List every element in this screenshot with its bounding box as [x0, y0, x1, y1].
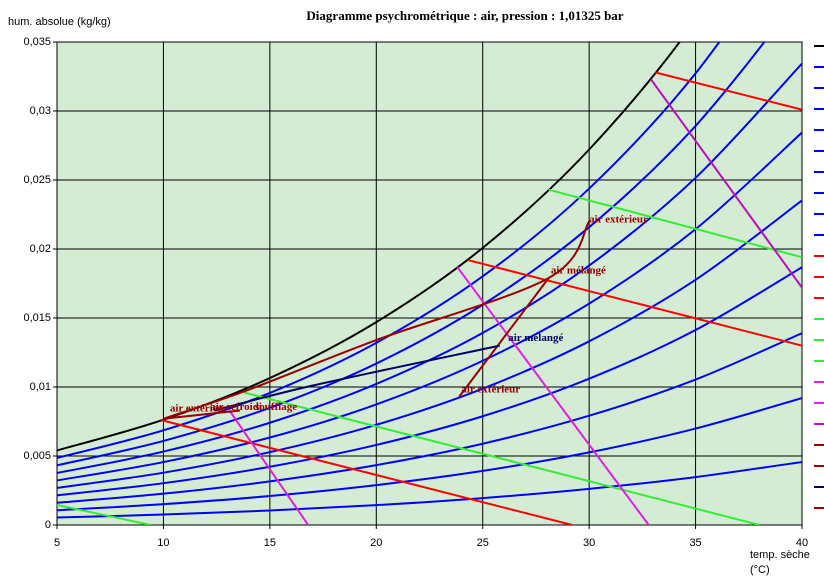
series-line: [228, 409, 309, 525]
x-tick-label: 5: [54, 537, 60, 549]
x-tick-label: 10: [157, 537, 169, 549]
series-line: [458, 277, 550, 398]
series-line: [57, 62, 802, 474]
x-tick-label: 20: [370, 537, 382, 549]
annotation: air extérieur: [170, 403, 229, 415]
y-tick-label: 0: [45, 519, 51, 531]
series-line: [456, 266, 650, 525]
x-tick-label: 35: [689, 537, 701, 549]
plot-frame: [56, 41, 803, 526]
series-line: [57, 266, 802, 497]
y-tick-label: 0,03: [30, 105, 51, 117]
series-line: [467, 259, 802, 347]
lines: [57, 42, 802, 525]
plot-area: [57, 42, 802, 525]
y-tick-label: 0,01: [30, 381, 51, 393]
annotation: air extérieur: [589, 214, 648, 226]
y-tick-label: 0,025: [23, 174, 51, 186]
y-tick-label: 0,035: [23, 36, 51, 48]
y-tick-label: 0,005: [23, 450, 51, 462]
x-tick-label: 25: [477, 537, 489, 549]
series-line: [57, 42, 721, 459]
series-line: [57, 504, 151, 525]
series-line: [57, 397, 802, 512]
series-line: [57, 460, 802, 519]
chart-title: Diagramme psychrométrique : air, pressio…: [306, 8, 623, 23]
series-line: [57, 332, 802, 504]
annotation: air mélangé: [508, 332, 563, 344]
annotation: soufflage: [255, 401, 297, 413]
series-line: [244, 391, 760, 525]
series-line: [57, 131, 802, 482]
annotation: air mélangé: [551, 265, 606, 277]
y-axis-label: hum. absolue (kg/kg): [8, 16, 111, 28]
x-tick-label: 15: [264, 537, 276, 549]
series-line: [57, 199, 802, 489]
series-line: [214, 344, 500, 412]
x-tick-label: 30: [583, 537, 595, 549]
y-tick-label: 0,015: [23, 312, 51, 324]
annotation: air refroidi: [210, 401, 262, 413]
x-axis-label: temp. sèche (°C): [750, 549, 810, 576]
series-line: [650, 78, 802, 289]
series-line: [654, 71, 802, 111]
y-tick-label: 0,02: [30, 243, 51, 255]
series-line: [161, 419, 573, 525]
series-line: [57, 42, 766, 467]
series-line: [548, 188, 802, 259]
series-line: [163, 409, 241, 420]
x-tick-label: 40: [796, 537, 808, 549]
labels: 5 10 15 20 25 30 35 40 0 0,005 0,01 0,015 0,02 0,025 0…: [23, 36, 824, 549]
annotation: air extérieur: [461, 383, 520, 395]
series-line: [163, 220, 591, 420]
